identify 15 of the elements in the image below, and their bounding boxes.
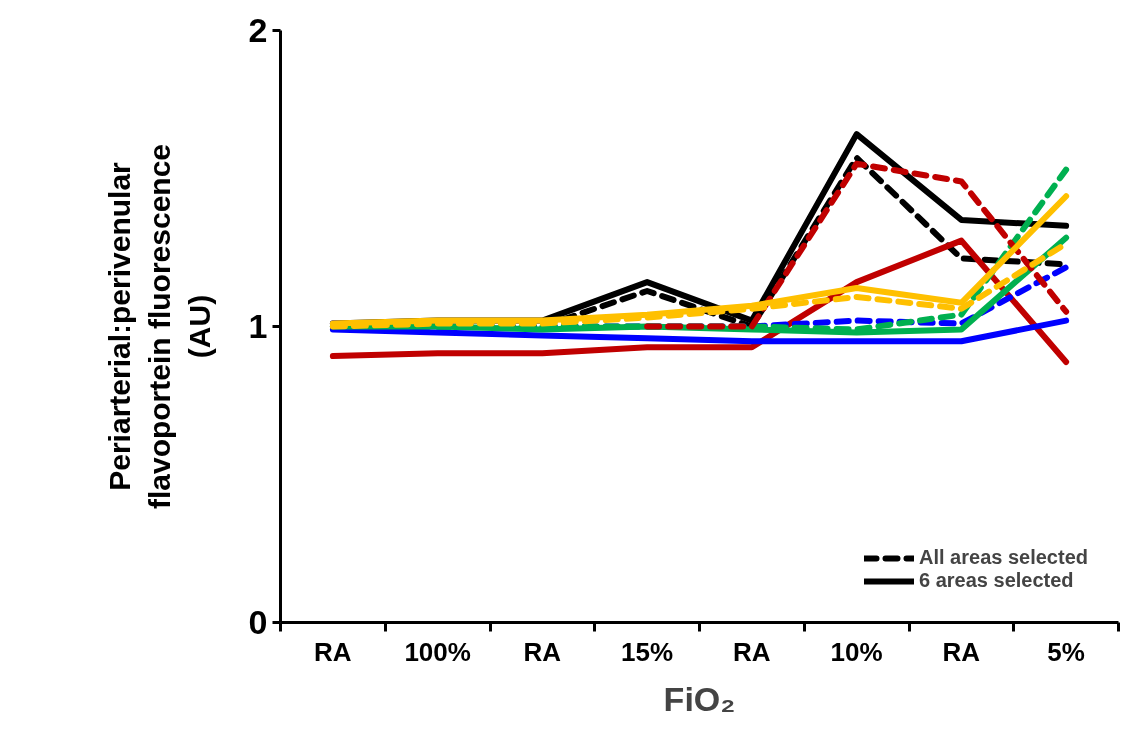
x-tick-label: 100% (404, 636, 471, 667)
y-tick-label: 2 (248, 11, 268, 49)
y-tick-label: 1 (248, 307, 268, 345)
x-tick-label: RA (314, 636, 352, 667)
x-tick-label: 5% (1047, 636, 1085, 667)
x-tick-label: 10% (830, 636, 883, 667)
x-axis-title: FiO₂ (663, 679, 736, 718)
x-tick-label: 15% (621, 636, 674, 667)
y-axis-title: Periarterial:perivenular flavoportein fluorescence (AU) (103, 143, 216, 510)
x-tick-label: RA (942, 636, 981, 667)
y-tick-label: 0 (248, 603, 268, 641)
legend-label: 6 areas selected (919, 569, 1074, 592)
legend-label: All areas selected (919, 546, 1088, 569)
x-tick-label: RA (523, 636, 562, 667)
x-tick-label: RA (733, 636, 771, 667)
